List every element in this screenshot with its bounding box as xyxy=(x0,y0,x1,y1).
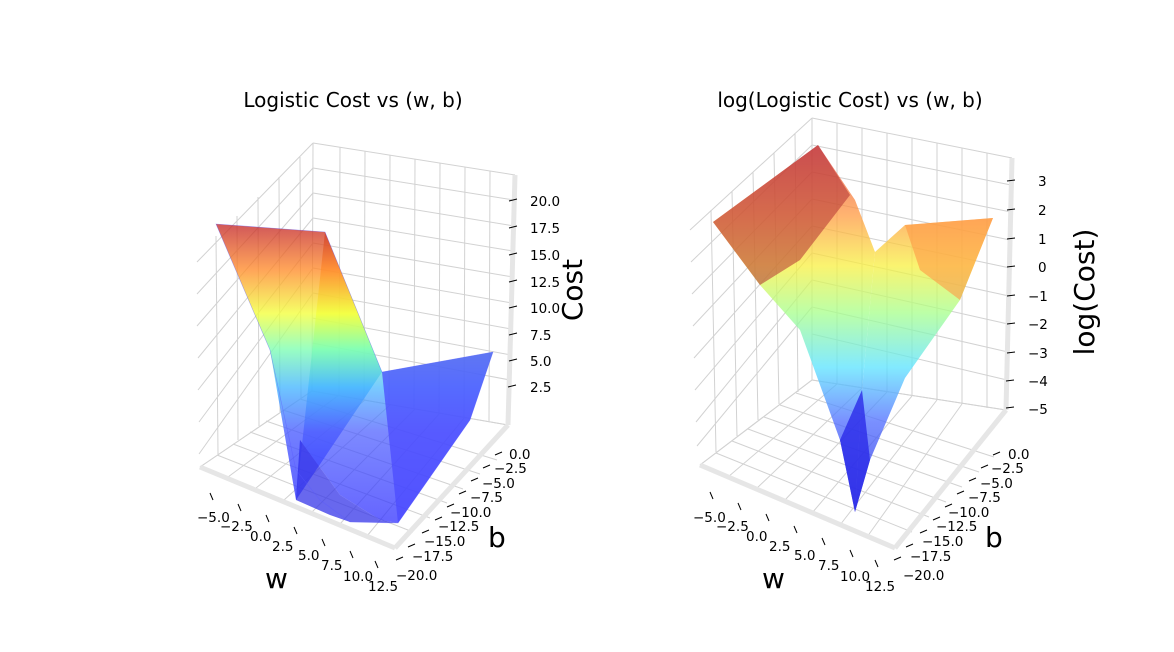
z-tick-label: 10.0 xyxy=(530,301,560,317)
z-tick-labels: 3 2 1 0 −1 −2 −3 −4 −5 xyxy=(1028,174,1048,418)
w-tick-label: 7.5 xyxy=(818,558,839,574)
log-cost-surface xyxy=(713,145,993,512)
z-tick-labels: 20.0 17.5 15.0 12.5 10.0 7.5 5.0 2.5 xyxy=(530,194,560,396)
w-tick-label: 2.5 xyxy=(272,539,293,555)
z-tick-label: 1 xyxy=(1038,232,1047,248)
b-axis-label: b xyxy=(488,521,506,554)
z-tick-label: 17.5 xyxy=(530,221,560,237)
w-tick-label: 5.0 xyxy=(794,548,815,564)
w-tick-label: 0.0 xyxy=(250,529,271,545)
z-tick-label: −3 xyxy=(1028,346,1048,362)
w-tick-label: −2.5 xyxy=(220,519,253,535)
z-tick-label: 5.0 xyxy=(530,354,551,370)
chart-title: Logistic Cost vs (w, b) xyxy=(243,88,462,112)
tick-marks xyxy=(209,198,518,569)
b-tick-label: −15.0 xyxy=(424,534,465,550)
w-tick-label: 12.5 xyxy=(368,579,398,595)
b-tick-label: 0.0 xyxy=(1008,447,1029,463)
b-tick-label: −15.0 xyxy=(922,534,963,550)
b-tick-label: −20.0 xyxy=(903,568,944,584)
w-tick-label: 2.5 xyxy=(769,539,790,555)
w-tick-label: 10.0 xyxy=(343,569,373,585)
z-axis-label: Cost xyxy=(556,259,589,321)
b-tick-label: −20.0 xyxy=(396,568,437,584)
w-tick-label: 0.0 xyxy=(746,529,767,545)
w-tick-label: −5.0 xyxy=(693,510,726,526)
w-axis-label: w xyxy=(265,562,288,595)
w-tick-label: 12.5 xyxy=(865,579,895,595)
w-tick-labels: −5.0 −2.5 0.0 2.5 5.0 7.5 10.0 12.5 xyxy=(197,510,398,595)
b-tick-label: −5.0 xyxy=(980,476,1013,492)
z-tick-label: −4 xyxy=(1028,374,1048,390)
b-tick-label: −17.5 xyxy=(412,549,453,565)
z-tick-label: 0 xyxy=(1038,260,1047,276)
w-axis-label: w xyxy=(762,562,785,595)
tick-marks xyxy=(709,179,1016,568)
w-tick-label: 10.0 xyxy=(840,569,870,585)
b-tick-label: −2.5 xyxy=(991,461,1024,477)
cost-surface xyxy=(215,223,494,524)
z-tick-label: 2 xyxy=(1038,203,1047,219)
b-tick-labels: 0.0 −2.5 −5.0 −7.5 −10.0 −12.5 −15.0 −17… xyxy=(396,447,530,584)
z-tick-label: 2.5 xyxy=(530,380,551,396)
b-tick-label: −7.5 xyxy=(470,490,503,506)
b-tick-label: −10.0 xyxy=(948,505,989,521)
b-axis-label: b xyxy=(985,521,1003,554)
b-tick-labels: 0.0 −2.5 −5.0 −7.5 −10.0 −12.5 −15.0 −17… xyxy=(903,447,1029,584)
chart-title: log(Logistic Cost) vs (w, b) xyxy=(717,88,982,112)
w-tick-label: 7.5 xyxy=(321,558,342,574)
w-tick-labels: −5.0 −2.5 0.0 2.5 5.0 7.5 10.0 12.5 xyxy=(693,510,895,595)
z-tick-label: 15.0 xyxy=(530,248,560,264)
z-tick-label: −5 xyxy=(1028,402,1048,418)
z-tick-label: −2 xyxy=(1028,317,1048,333)
w-tick-label: −5.0 xyxy=(197,510,230,526)
b-tick-label: −7.5 xyxy=(968,490,1001,506)
b-tick-label: −12.5 xyxy=(438,519,479,535)
b-tick-label: −17.5 xyxy=(910,549,951,565)
z-tick-label: 12.5 xyxy=(530,275,560,291)
z-tick-label: −1 xyxy=(1028,289,1048,305)
z-axis-label: log(Cost) xyxy=(1068,229,1101,356)
z-tick-label: 7.5 xyxy=(530,328,551,344)
b-tick-label: −5.0 xyxy=(482,476,515,492)
b-tick-label: −12.5 xyxy=(936,519,977,535)
z-tick-label: 20.0 xyxy=(530,194,560,210)
w-tick-label: −2.5 xyxy=(716,519,749,535)
b-tick-label: −2.5 xyxy=(494,461,527,477)
z-tick-label: 3 xyxy=(1038,174,1047,190)
w-tick-label: 5.0 xyxy=(298,548,319,564)
b-tick-label: −10.0 xyxy=(450,505,491,521)
b-tick-label: 0.0 xyxy=(509,447,530,463)
subplot-cost: Logistic Cost vs (w, b) xyxy=(195,88,589,595)
subplot-log-cost: log(Logistic Cost) vs (w, b) xyxy=(689,88,1101,595)
